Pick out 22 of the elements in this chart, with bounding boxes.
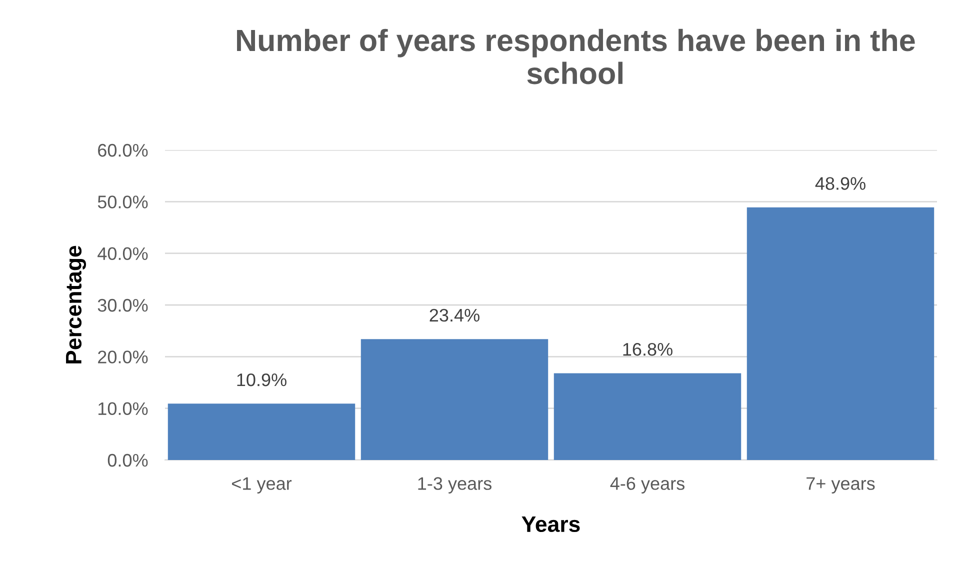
bar [360,339,548,460]
y-tick-label: 30.0% [98,298,148,312]
data-label: 23.4% [430,308,480,322]
bar [746,207,934,460]
y-tick-label: 40.0% [98,247,148,260]
bar [168,404,356,460]
data-label: 16.8% [623,342,672,356]
x-axis-title: Years [522,516,580,532]
y-tick-label: 50.0% [98,196,148,208]
y-tick-label: 10.0% [98,402,148,416]
x-tick-label: 4-6 years [610,477,684,494]
chart-title: Number of years respondents have been in the school [237,28,915,84]
y-tick-label: 20.0% [98,350,148,364]
data-label: 48.9% [815,177,866,190]
y-tick-label: 60.0% [98,144,148,157]
x-tick-label: 1-3 years [418,477,492,494]
y-axis-title: Percentage [66,246,86,364]
data-label: 10.9% [237,373,286,386]
bar [554,373,742,460]
y-tick-label: 0.0% [108,454,148,467]
x-tick-label: 7+ years [806,477,875,494]
x-tick-label: <1 year [232,477,292,494]
